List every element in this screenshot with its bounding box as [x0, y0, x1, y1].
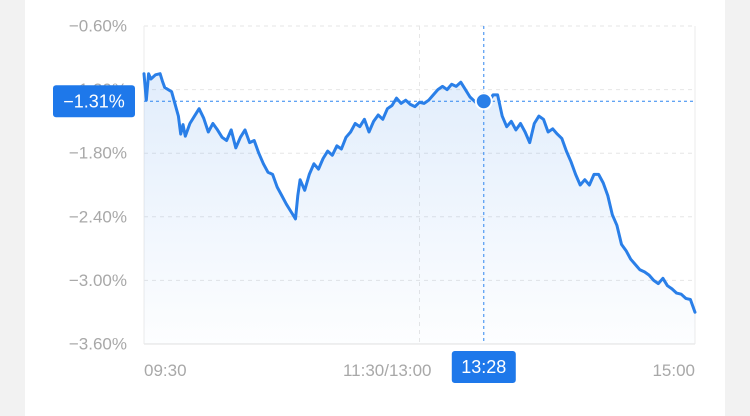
- time-tooltip-label: 13:28: [461, 357, 506, 377]
- y-tick-label: −2.40%: [69, 207, 127, 226]
- y-tick-label: −1.80%: [69, 144, 127, 163]
- x-tick-label: 15:00: [652, 361, 695, 380]
- series-line: [142, 72, 697, 314]
- area-fill: [144, 73, 695, 344]
- crosshair-point: [474, 92, 493, 111]
- chart-card: −0.60%−1.20%−1.80%−2.40%−3.00%−3.60% 09:…: [25, 0, 725, 416]
- value-tooltip-label: −1.31%: [63, 91, 125, 111]
- y-tick-label: −3.00%: [69, 271, 127, 290]
- x-tick-label: 09:30: [144, 361, 187, 380]
- price-chart[interactable]: −0.60%−1.20%−1.80%−2.40%−3.00%−3.60% 09:…: [25, 0, 725, 416]
- y-tick-label: −0.60%: [69, 17, 127, 36]
- value-tooltip: −1.31%: [53, 85, 135, 118]
- y-tick-label: −3.60%: [69, 335, 127, 354]
- time-tooltip: 13:28: [451, 351, 516, 383]
- x-tick-label: 11:30/13:00: [343, 361, 432, 380]
